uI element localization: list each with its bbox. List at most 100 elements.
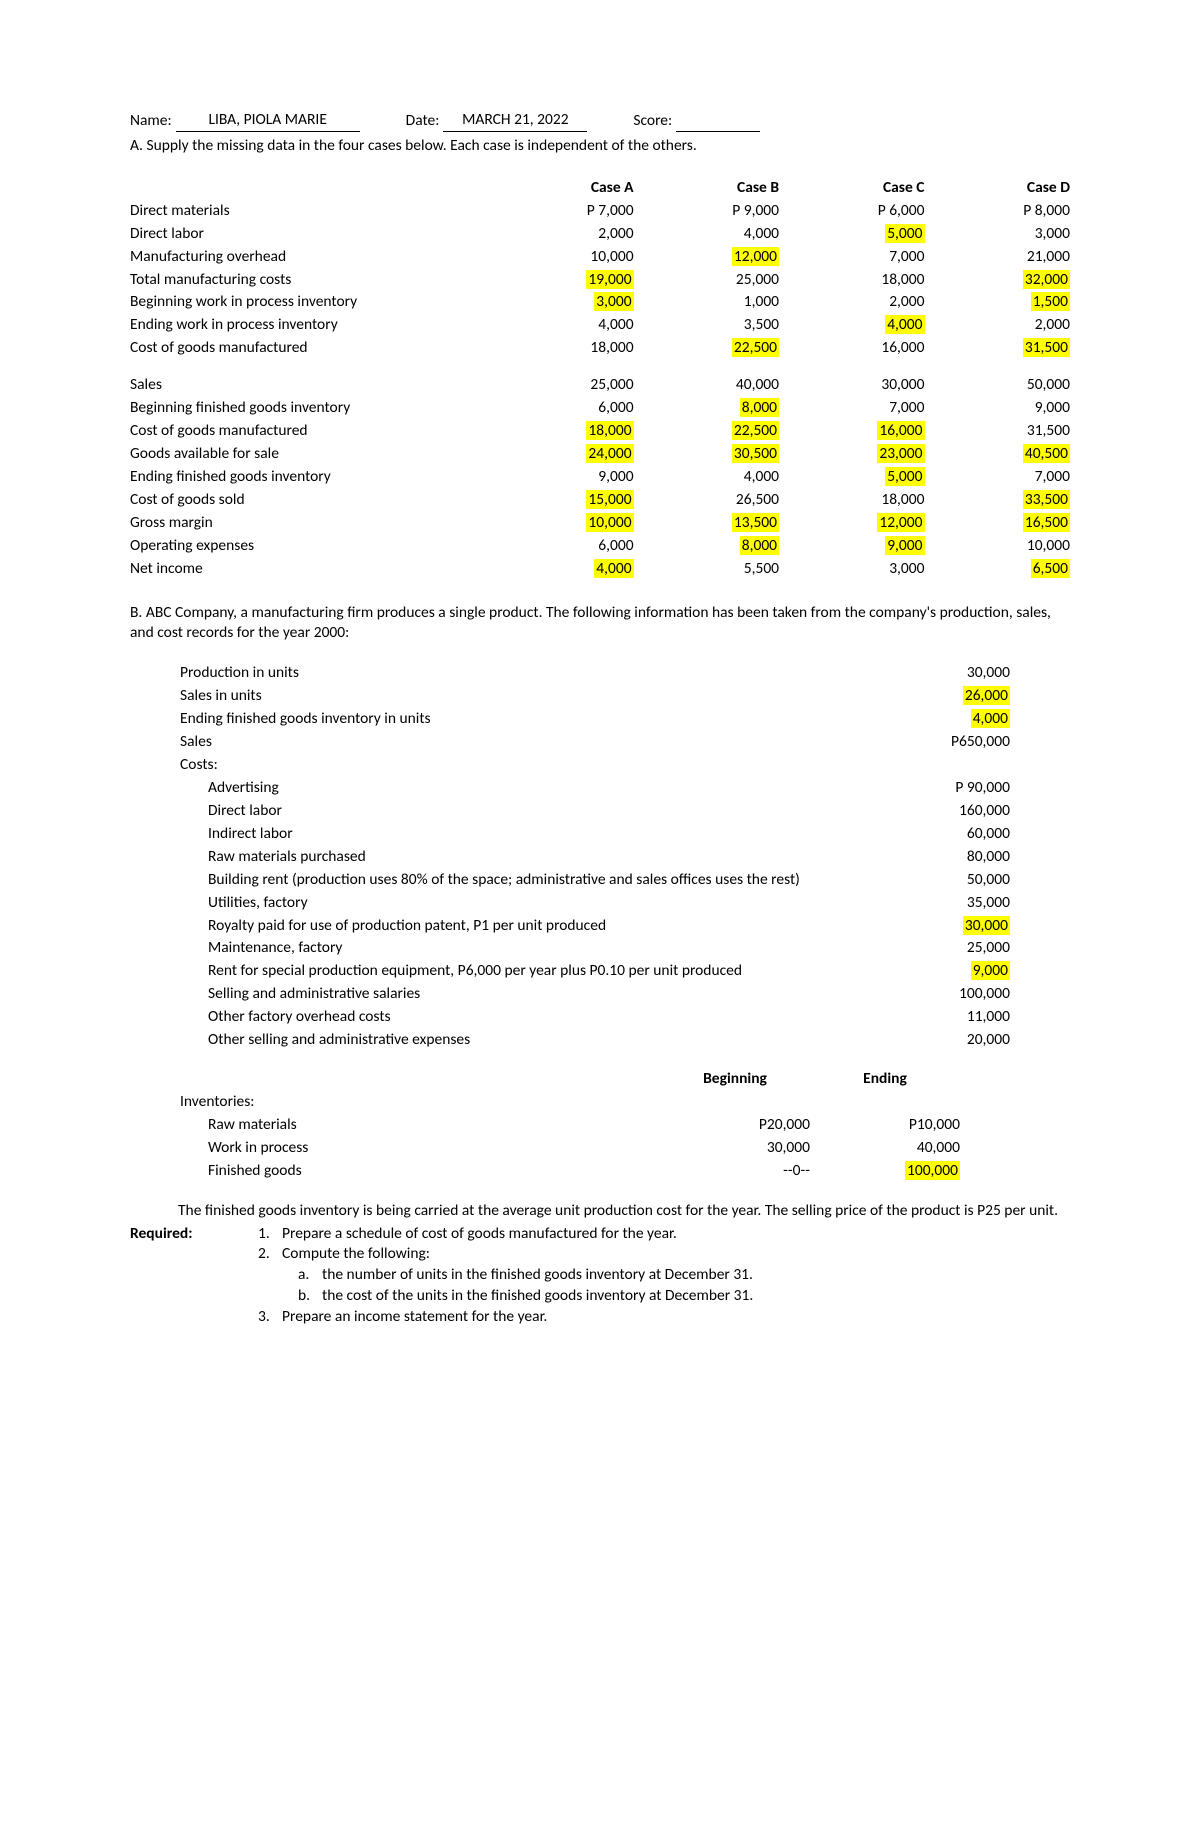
table-cell: 2,000 — [488, 223, 633, 246]
list-item-label: Sales — [180, 732, 900, 753]
name-value: LIBA, PIOLA MARIE — [176, 110, 360, 132]
table-cell: --0-- — [660, 1161, 810, 1182]
table-cell: 10,000 — [488, 512, 633, 535]
table-cell: 4,000 — [634, 223, 779, 246]
case-table: Case A Case B Case C Case D Direct mater… — [130, 177, 1070, 581]
table-cell: 3,000 — [925, 223, 1071, 246]
table-cell: 31,500 — [925, 337, 1071, 360]
list-item: Royalty paid for use of production paten… — [180, 915, 1010, 938]
table-cell: 31,500 — [925, 420, 1071, 443]
list-item-label: Other factory overhead costs — [180, 1007, 900, 1028]
table-cell: 5,000 — [779, 223, 924, 246]
col-case-a: Case A — [488, 177, 633, 200]
row-label: Cost of goods manufactured — [130, 337, 488, 360]
table-cell: 18,000 — [779, 489, 924, 512]
table-cell: 40,000 — [810, 1138, 960, 1159]
row-label: Goods available for sale — [130, 443, 488, 466]
part-a-instruction: A. Supply the missing data in the four c… — [130, 136, 1070, 157]
required-sub-text: the number of units in the finished good… — [322, 1265, 753, 1286]
table-cell: 3,000 — [779, 558, 924, 581]
inventories-title: Inventories: — [180, 1092, 660, 1113]
required-label: Required: — [130, 1224, 258, 1329]
table-cell: 6,000 — [488, 535, 633, 558]
required-sub-number: b. — [298, 1286, 322, 1307]
table-cell: 5,500 — [634, 558, 779, 581]
date-label: Date: — [406, 111, 440, 132]
row-label: Beginning finished goods inventory — [130, 397, 488, 420]
table-cell: 4,000 — [488, 558, 633, 581]
part-b-note: The finished goods inventory is being ca… — [130, 1201, 1070, 1222]
table-row: Direct materialsP 7,000P 9,000P 6,000P 8… — [130, 200, 1070, 223]
table-cell: 18,000 — [488, 420, 633, 443]
list-item: Other selling and administrative expense… — [180, 1029, 1010, 1052]
table-row: Cost of goods sold15,00026,50018,00033,5… — [130, 489, 1070, 512]
table-cell: 3,000 — [488, 291, 633, 314]
table-cell: P10,000 — [810, 1115, 960, 1136]
table-cell: P20,000 — [660, 1115, 810, 1136]
list-item-value: 60,000 — [900, 824, 1010, 845]
list-item-label: Building rent (production uses 80% of th… — [180, 870, 900, 891]
date-value: MARCH 21, 2022 — [443, 110, 587, 132]
required-sub-number: a. — [298, 1265, 322, 1286]
required-block: Required: 1.Prepare a schedule of cost o… — [130, 1224, 1070, 1329]
row-label: Direct labor — [130, 223, 488, 246]
list-item: Rent for special production equipment, P… — [180, 960, 1010, 983]
list-item-label: Ending finished goods inventory in units — [180, 709, 900, 730]
list-item-label: Maintenance, factory — [180, 938, 900, 959]
table-cell: P 9,000 — [634, 200, 779, 223]
table-row: Manufacturing overhead10,00012,0007,0002… — [130, 246, 1070, 269]
row-label: Net income — [130, 558, 488, 581]
inventories-table: Beginning Ending Inventories: Raw materi… — [180, 1068, 960, 1183]
list-item-label: Indirect labor — [180, 824, 900, 845]
row-label: Total manufacturing costs — [130, 269, 488, 292]
required-sub-text: the cost of the units in the finished go… — [322, 1286, 753, 1307]
inventories-heading-ending: Ending — [810, 1069, 960, 1090]
row-label: Manufacturing overhead — [130, 246, 488, 269]
required-item: 2.Compute the following: — [258, 1244, 1070, 1265]
table-cell: 4,000 — [488, 314, 633, 337]
required-subitem: b.the cost of the units in the finished … — [258, 1286, 1070, 1307]
table-row: Operating expenses6,0008,0009,00010,000 — [130, 535, 1070, 558]
table-cell: 12,000 — [779, 512, 924, 535]
row-label: Work in process — [180, 1138, 660, 1159]
table-row: Total manufacturing costs19,00025,00018,… — [130, 269, 1070, 292]
table-cell: 25,000 — [488, 374, 633, 397]
table-cell: 40,500 — [925, 443, 1071, 466]
row-label: Raw materials — [180, 1115, 660, 1136]
table-cell: 25,000 — [634, 269, 779, 292]
table-row: Net income4,0005,5003,0006,500 — [130, 558, 1070, 581]
table-cell: 1,000 — [634, 291, 779, 314]
list-item-value: 30,000 — [900, 916, 1010, 937]
table-cell: 9,000 — [779, 535, 924, 558]
required-number: 2. — [258, 1244, 282, 1265]
table-cell: 30,000 — [660, 1138, 810, 1159]
score-value — [676, 131, 760, 132]
col-case-c: Case C — [779, 177, 924, 200]
table-cell: 23,000 — [779, 443, 924, 466]
list-item-value: 100,000 — [900, 984, 1010, 1005]
table-cell: 40,000 — [634, 374, 779, 397]
required-text: Prepare an income statement for the year… — [282, 1307, 547, 1328]
table-row: Ending work in process inventory4,0003,5… — [130, 314, 1070, 337]
table-cell: 26,500 — [634, 489, 779, 512]
part-b-instruction: B. ABC Company, a manufacturing firm pro… — [130, 603, 1070, 645]
list-item-value: 9,000 — [900, 961, 1010, 982]
table-cell: P 8,000 — [925, 200, 1071, 223]
table-cell: 10,000 — [925, 535, 1071, 558]
list-item: Other factory overhead costs11,000 — [180, 1006, 1010, 1029]
list-item-label: Rent for special production equipment, P… — [180, 961, 900, 982]
col-case-b: Case B — [634, 177, 779, 200]
list-item-value: 80,000 — [900, 847, 1010, 868]
table-cell: 12,000 — [634, 246, 779, 269]
required-item: 3.Prepare an income statement for the ye… — [258, 1307, 1070, 1328]
table-row: Ending finished goods inventory9,0004,00… — [130, 466, 1070, 489]
table-cell: 7,000 — [779, 397, 924, 420]
table-cell: 7,000 — [779, 246, 924, 269]
list-item-value — [900, 755, 1010, 776]
list-item-value: 26,000 — [900, 686, 1010, 707]
list-item-label: Selling and administrative salaries — [180, 984, 900, 1005]
list-item-value: P650,000 — [900, 732, 1010, 753]
table-cell: 16,000 — [779, 337, 924, 360]
list-item: Costs: — [180, 754, 1010, 777]
row-label: Direct materials — [130, 200, 488, 223]
